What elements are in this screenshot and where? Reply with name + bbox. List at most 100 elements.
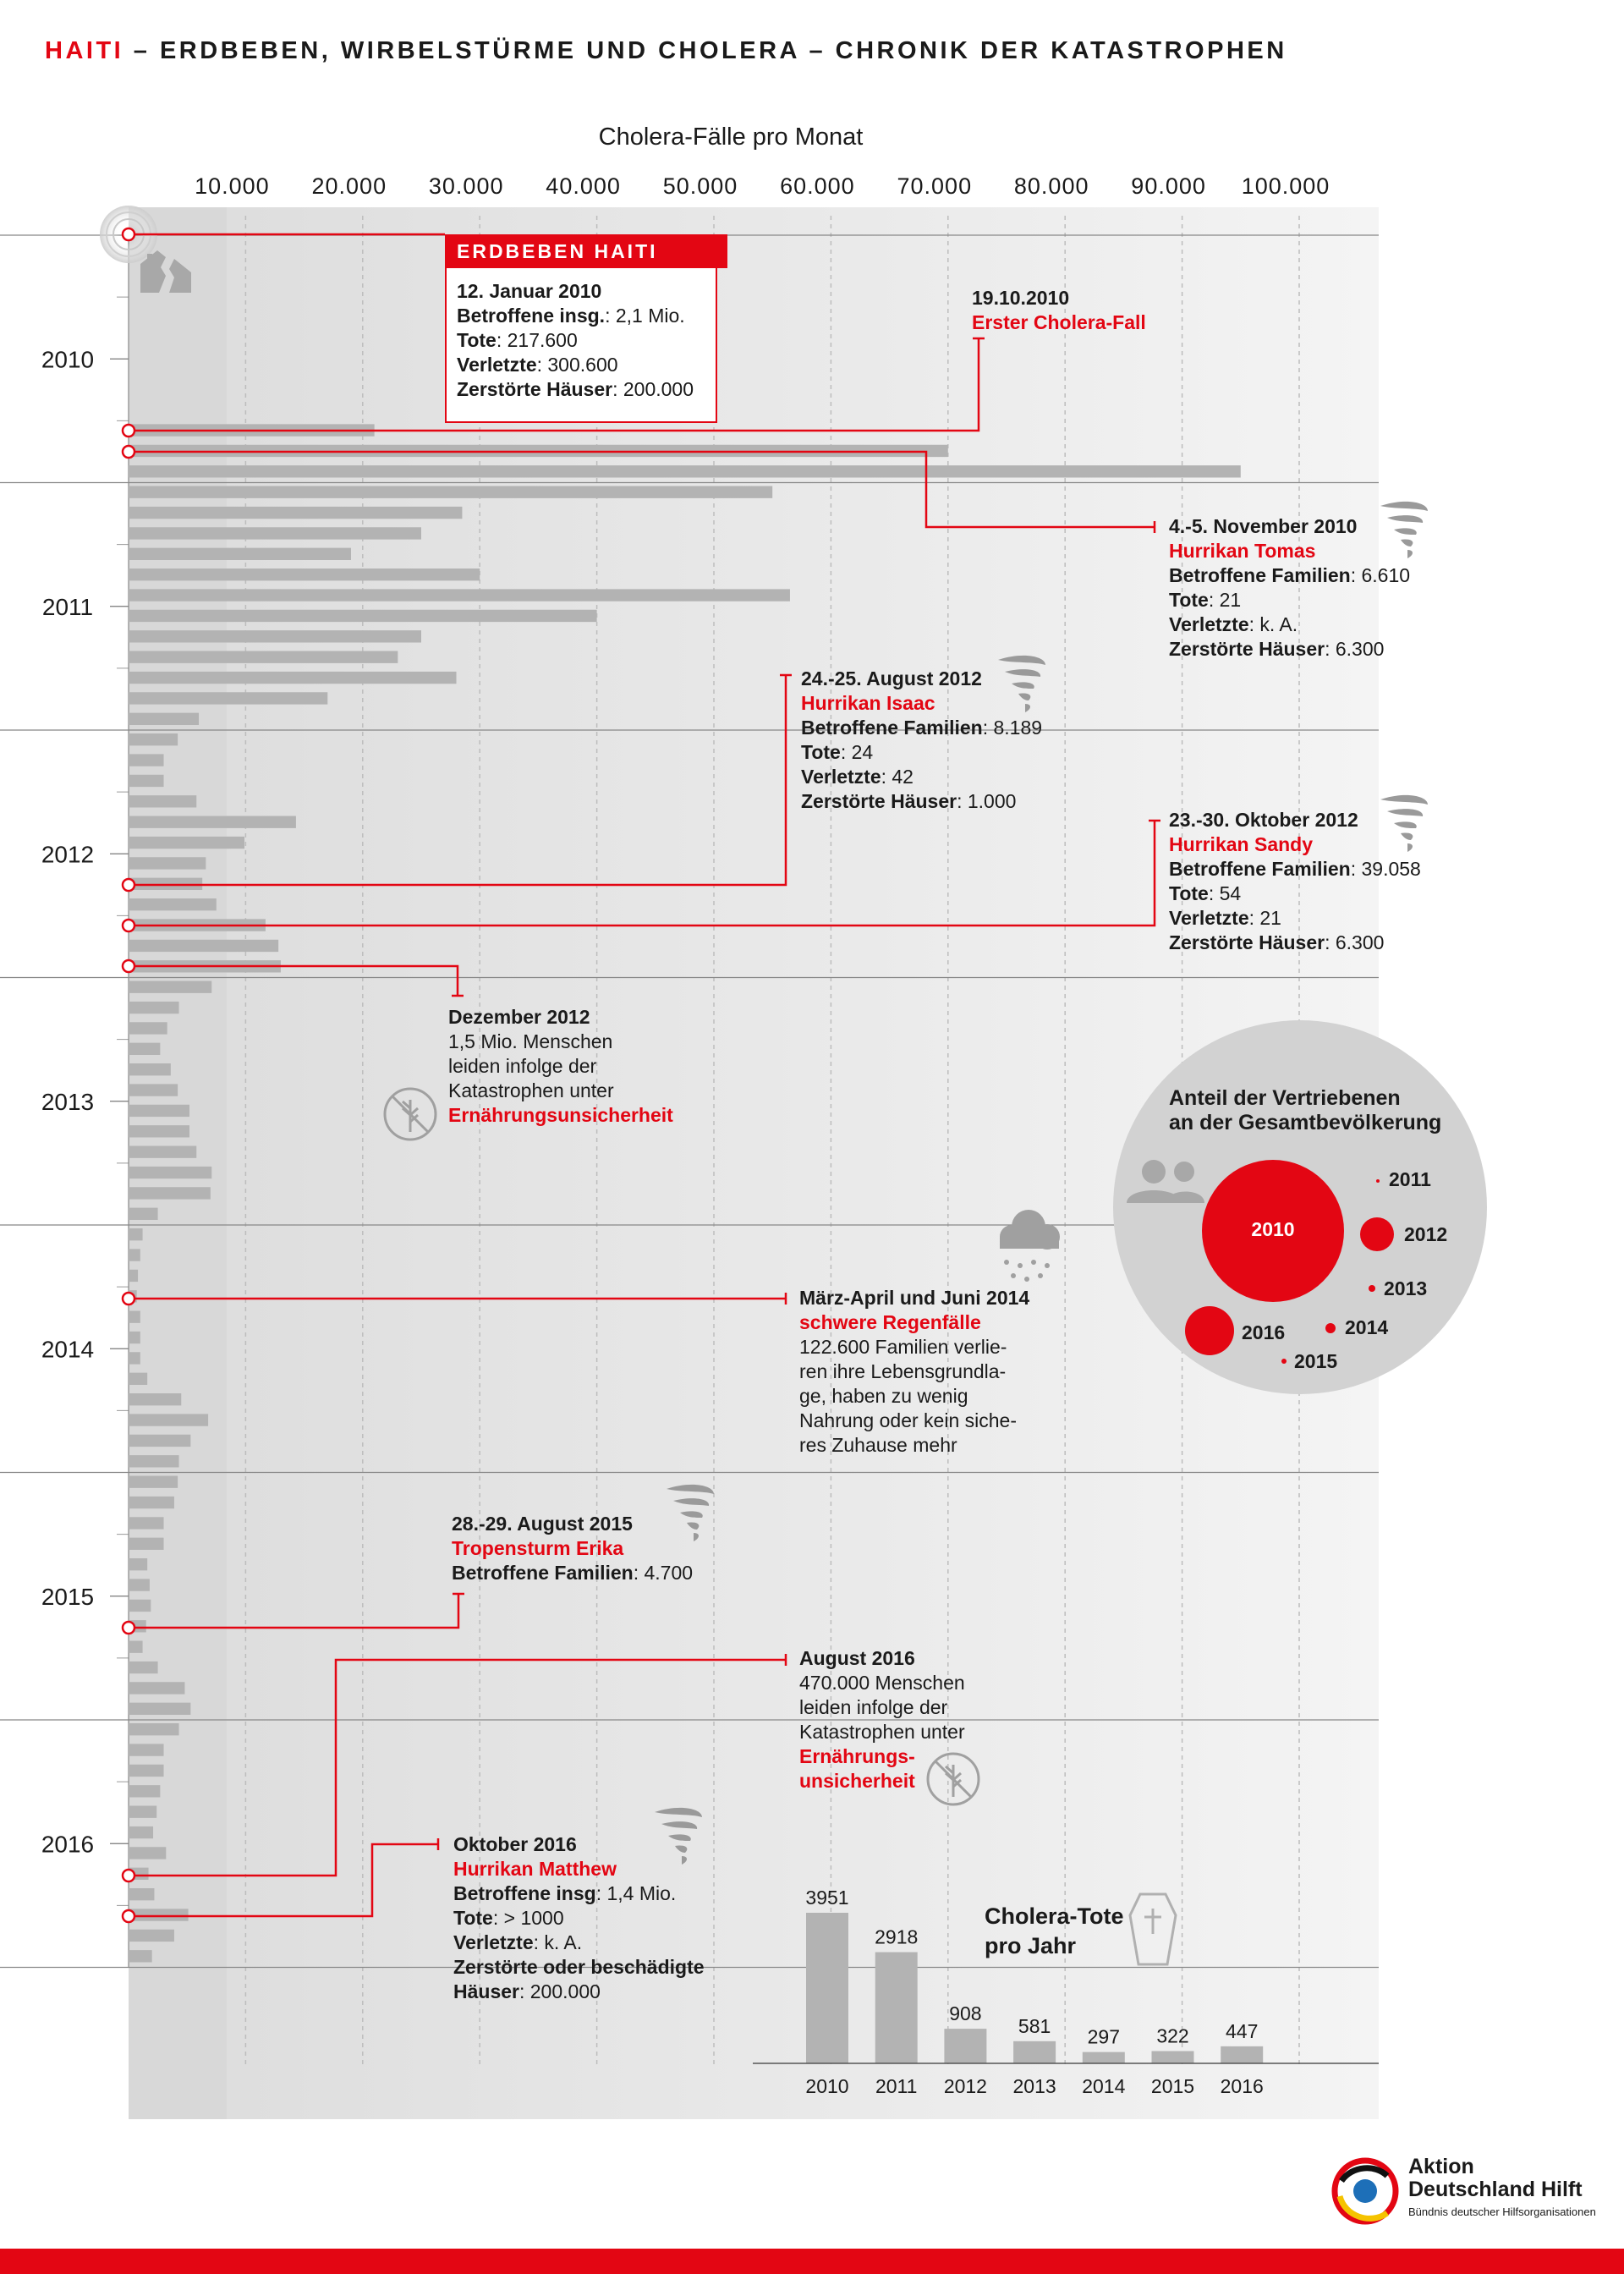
deaths-bar (1221, 2046, 1264, 2063)
value: : 1,4 Mio. (595, 1882, 677, 1904)
deaths-bar (875, 1952, 918, 2063)
value: : 8.189 (982, 717, 1043, 739)
event-date: Dezember 2012 (448, 1006, 590, 1028)
year-label: 2012 (41, 841, 94, 867)
cholera-bar (129, 774, 164, 788)
cholera-bar (129, 1001, 179, 1014)
cholera-bar (129, 1929, 174, 1942)
event-text: Katastrophen unter (799, 1721, 965, 1743)
deaths-value-label: 2918 (875, 1926, 918, 1948)
deaths-value-label: 447 (1226, 2020, 1258, 2042)
deaths-year-label: 2012 (944, 2075, 987, 2097)
cholera-bar (129, 1042, 161, 1055)
hurricane-icon (667, 1484, 714, 1541)
cholera-bar (129, 1434, 191, 1447)
cholera-bar (129, 1599, 151, 1612)
cholera-bar (129, 1661, 158, 1674)
no-food-icon (926, 1752, 980, 1806)
hurricane-icon (1380, 501, 1428, 558)
cholera-bar (129, 1805, 157, 1818)
cholera-bar (129, 1352, 140, 1365)
cholera-bar (129, 712, 200, 725)
label: Betroffene Familien (801, 717, 983, 739)
event-name: Tropensturm Erika (452, 1537, 624, 1559)
cholera-deaths-chart: 3951 2010 2918 2011 908 2012 581 2013 297 2014 322… (805, 1887, 1263, 2097)
deaths-bar (1151, 2051, 1194, 2063)
bubble-label: 2011 (1389, 1168, 1431, 1190)
value: : > 1000 (492, 1907, 564, 1929)
cholera-bar (129, 1723, 179, 1736)
cholera-first-case: 19.10.2010 Erster Cholera-Fall (972, 286, 1146, 335)
year-labels: 2010 2011 2012 2013 2014 2015 2016 (41, 346, 94, 1857)
cholera-bar (129, 1579, 150, 1591)
earthquake-box-header: ERDBEBEN HAITI (445, 234, 727, 268)
storm-erika: 28.-29. August 2015 Tropensturm Erika Be… (452, 1512, 693, 1585)
logo-subtitle: Bündnis deutscher Hilfsorganisationen (1408, 2205, 1596, 2218)
x-tick-labels: 10.000 20.000 30.000 40.000 50.000 60.000 70.0… (195, 173, 1330, 199)
food-insecurity-2016: August 2016 470.000 Menschen leiden info… (799, 1646, 965, 1793)
x-tick-label: 70.000 (897, 173, 973, 199)
label: Häuser (453, 1980, 519, 2002)
cholera-bar (129, 754, 164, 766)
title-rest: – ERDBEBEN, WIRBELSTÜRME UND CHOLERA – C… (123, 37, 1287, 64)
event-text: 470.000 Menschen (799, 1672, 965, 1694)
displacement-bubble (1325, 1323, 1336, 1333)
cholera-bar (129, 836, 245, 849)
cholera-bar (129, 1393, 182, 1406)
label: Zerstörte Häuser (457, 378, 613, 400)
cholera-bar (129, 1084, 178, 1096)
title-line: Cholera-Tote (985, 1903, 1124, 1929)
value: : k. A. (1248, 613, 1298, 635)
label: Verletzte (1169, 907, 1249, 929)
label: Betroffene insg (453, 1882, 596, 1904)
people-icon (1127, 1160, 1204, 1203)
cholera-bar (129, 609, 597, 623)
event-text: res Zuhause mehr (799, 1434, 957, 1456)
event-name: Erster Cholera-Fall (972, 311, 1146, 333)
label: Zerstörte Häuser (801, 790, 957, 812)
hurricane-isaac: 24.-25. August 2012 Hurrikan Isaac Betro… (801, 667, 1042, 814)
value: : 6.610 (1350, 564, 1411, 586)
year-label: 2015 (41, 1584, 94, 1610)
deaths-year-label: 2016 (1221, 2075, 1264, 2097)
cholera-bar (129, 1145, 197, 1158)
bubble-label: 2010 (1251, 1218, 1294, 1240)
label: Tote (457, 329, 497, 351)
cholera-bar (129, 1744, 164, 1756)
deaths-value-label: 297 (1088, 2026, 1120, 2048)
event-text: leiden infolge der (448, 1055, 597, 1077)
earthquake-date: 12. Januar 2010 (457, 280, 602, 302)
cholera-bar (129, 857, 206, 870)
cholera-bar (129, 630, 421, 643)
x-tick-label: 100.000 (1242, 173, 1330, 199)
event-date: 23.-30. Oktober 2012 (1169, 809, 1358, 831)
rain-cloud-icon (1000, 1210, 1060, 1282)
hurricane-icon (998, 655, 1045, 712)
cholera-bar (129, 1950, 152, 1963)
event-name: schwere Regenfälle (799, 1311, 981, 1333)
cholera-bar (129, 589, 790, 601)
deaths-value-label: 908 (949, 2002, 981, 2024)
label: Betroffene Familien (452, 1562, 634, 1584)
displacement-bubble (1376, 1179, 1380, 1183)
hurricane-matthew: Oktober 2016 Hurrikan Matthew Betroffene… (453, 1832, 705, 2004)
deaths-year-label: 2011 (875, 2075, 917, 2097)
bubble-label: 2012 (1404, 1223, 1447, 1245)
x-tick-label: 80.000 (1014, 173, 1089, 199)
value: : 300.600 (536, 354, 618, 376)
heavy-rain-2014: März-April und Juni 2014 schwere Regenfä… (799, 1286, 1029, 1458)
value: : 21 (1248, 907, 1281, 929)
cholera-bar (129, 1785, 161, 1798)
x-tick-label: 60.000 (780, 173, 855, 199)
label: Verletzte (801, 766, 881, 788)
cholera-bar (129, 1558, 148, 1571)
bubble-label: 2014 (1345, 1316, 1388, 1338)
food-insecurity-2012: Dezember 2012 1,5 Mio. Menschen leiden i… (448, 1005, 673, 1128)
event-text: ren ihre Lebensgrundla- (799, 1360, 1007, 1382)
hurricane-sandy: 23.-30. Oktober 2012 Hurrikan Sandy Betr… (1169, 808, 1421, 955)
event-name: Hurrikan Isaac (801, 692, 935, 714)
event-date: März-April und Juni 2014 (799, 1287, 1030, 1309)
month-ticks (110, 235, 129, 1968)
